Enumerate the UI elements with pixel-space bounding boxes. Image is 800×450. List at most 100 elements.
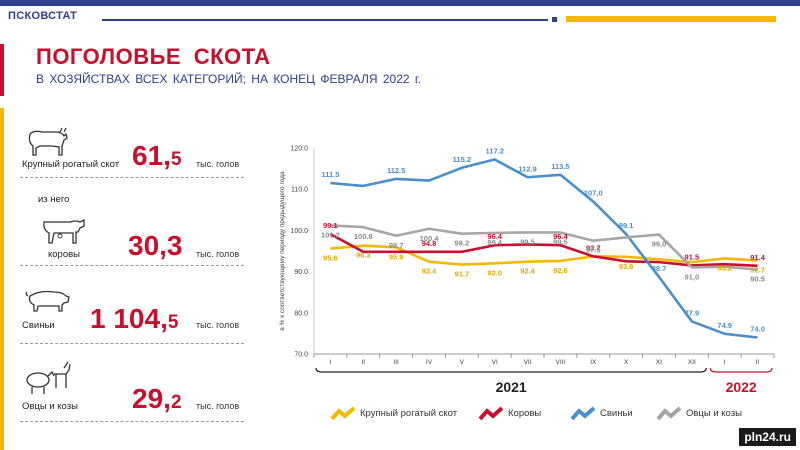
x-tick-label: III <box>393 359 399 366</box>
pigs-value: 1 104,5 <box>90 303 179 334</box>
data-label: 99.5 <box>553 237 568 246</box>
cattle-label: Крупный рогатый скот <box>22 159 120 170</box>
divider <box>20 265 244 266</box>
data-label: 100.8 <box>354 232 373 241</box>
brand-line <box>102 19 548 21</box>
data-label: 94.8 <box>422 239 437 248</box>
y-tick-label: 100.0 <box>290 228 308 235</box>
series-line-3 <box>330 158 758 339</box>
legend-label-pigs: Свиньи <box>600 408 633 419</box>
data-label: 88.7 <box>652 264 667 273</box>
x-tick-label: XII <box>688 359 696 366</box>
legend-icon-pigs <box>570 406 596 421</box>
year-label: 2022 <box>726 379 757 395</box>
data-label: 101.2 <box>321 230 340 239</box>
data-label: 99.2 <box>455 239 470 248</box>
y-tick-label: 90.0 <box>294 269 308 276</box>
data-label: 100.4 <box>420 234 440 243</box>
brand-square <box>552 17 557 22</box>
legend-label-sheep: Овцы и козы <box>686 408 742 419</box>
data-label: 96.3 <box>356 251 371 260</box>
year-bracket <box>315 367 707 373</box>
data-label: 96.4 <box>553 232 568 241</box>
series-line-4 <box>330 224 758 271</box>
of-which-label: из него <box>38 194 70 205</box>
data-label: 91,0 <box>685 272 700 281</box>
cow-icon <box>43 218 85 244</box>
data-label: 95.9 <box>389 252 404 261</box>
data-label: 99.5 <box>520 237 535 246</box>
cattle-value: 61,5 <box>132 140 182 171</box>
data-label: 112.5 <box>387 166 405 175</box>
page-title: ПОГОЛОВЬЕ СКОТА <box>36 44 271 69</box>
x-tick-label: II <box>756 359 760 366</box>
x-tick-label: I <box>330 359 332 366</box>
data-label: 91.4 <box>750 253 765 262</box>
data-label: 91.5 <box>685 252 700 261</box>
y-tick-label: 120.0 <box>290 146 308 153</box>
data-label: 99,0 <box>652 240 667 249</box>
brand-yellow-bar <box>566 16 776 22</box>
cows-label: коровы <box>48 249 80 260</box>
page-subtitle: В ХОЗЯЙСТВАХ ВСЕХ КАТЕГОРИЙ; НА КОНЕЦ ФЕ… <box>36 72 422 86</box>
data-label: 99.1 <box>619 221 634 230</box>
legend-label-cattle: Крупный рогатый скот <box>360 408 458 419</box>
data-label: 112.9 <box>518 164 536 173</box>
divider <box>20 343 244 344</box>
accent-bar-red <box>0 44 4 96</box>
data-label: 92.6 <box>553 266 568 275</box>
cows-unit: тыс. голов <box>196 249 240 259</box>
x-tick-label: VII <box>524 359 532 366</box>
sheep-value: 29,2 <box>132 383 182 414</box>
data-label: 97.5 <box>586 246 601 255</box>
data-label: 96.4 <box>487 232 502 241</box>
data-label: 92.4 <box>520 267 535 276</box>
divider <box>20 421 244 422</box>
brand-name: ПСКОВСТАТ <box>8 10 78 22</box>
divider <box>20 177 244 178</box>
pig-icon <box>25 290 70 312</box>
top-bar <box>0 0 800 6</box>
data-label: 111.5 <box>321 170 339 179</box>
data-label: 91.7 <box>455 270 470 279</box>
x-tick-label: X <box>624 359 629 366</box>
legend-icon-sheep <box>656 406 682 421</box>
data-label: 92.4 <box>422 267 437 276</box>
data-label: 99.1 <box>323 221 338 230</box>
data-label: 74.9 <box>717 321 732 330</box>
x-tick-label: VIII <box>556 359 566 366</box>
data-label: 90.5 <box>750 275 765 284</box>
data-label: 98.7 <box>389 241 404 250</box>
data-label: 113.5 <box>551 162 569 171</box>
cattle-unit: тыс. голов <box>196 159 240 169</box>
legend-icon-cattle <box>330 406 356 421</box>
data-label: 93.7 <box>586 243 601 252</box>
x-tick-label: IV <box>426 359 433 366</box>
data-label: 77.9 <box>685 308 700 317</box>
watermark: pln24.ru <box>739 428 796 446</box>
legend-label-cows: Коровы <box>508 408 542 419</box>
y-axis-title: в % к соответствующему периоду предыдуще… <box>279 171 286 331</box>
year-bracket <box>709 367 773 373</box>
bull-icon <box>28 127 68 156</box>
pigs-unit: тыс. голов <box>196 320 240 330</box>
x-tick-label: VI <box>492 359 498 366</box>
accent-bar-yellow <box>0 108 4 450</box>
x-tick-label: V <box>460 359 465 366</box>
data-label: 93.6 <box>619 262 634 271</box>
data-label: 95.6 <box>323 254 338 263</box>
data-label: 117.2 <box>486 147 504 156</box>
sheep-unit: тыс. голов <box>196 401 240 411</box>
sheep-label: Овцы и козы <box>22 401 78 412</box>
x-tick-label: XI <box>656 359 662 366</box>
series-line-2 <box>329 232 758 268</box>
data-label: 107,0 <box>584 189 603 198</box>
x-tick-label: IX <box>590 359 597 366</box>
data-label: 74.0 <box>750 325 765 334</box>
legend-icon-cows <box>478 406 504 421</box>
y-tick-label: 70.0 <box>294 352 308 359</box>
y-tick-label: 110.0 <box>291 187 308 194</box>
data-label: 92.7 <box>750 265 765 274</box>
year-label: 2021 <box>496 379 527 395</box>
x-tick-label: I <box>724 359 726 366</box>
